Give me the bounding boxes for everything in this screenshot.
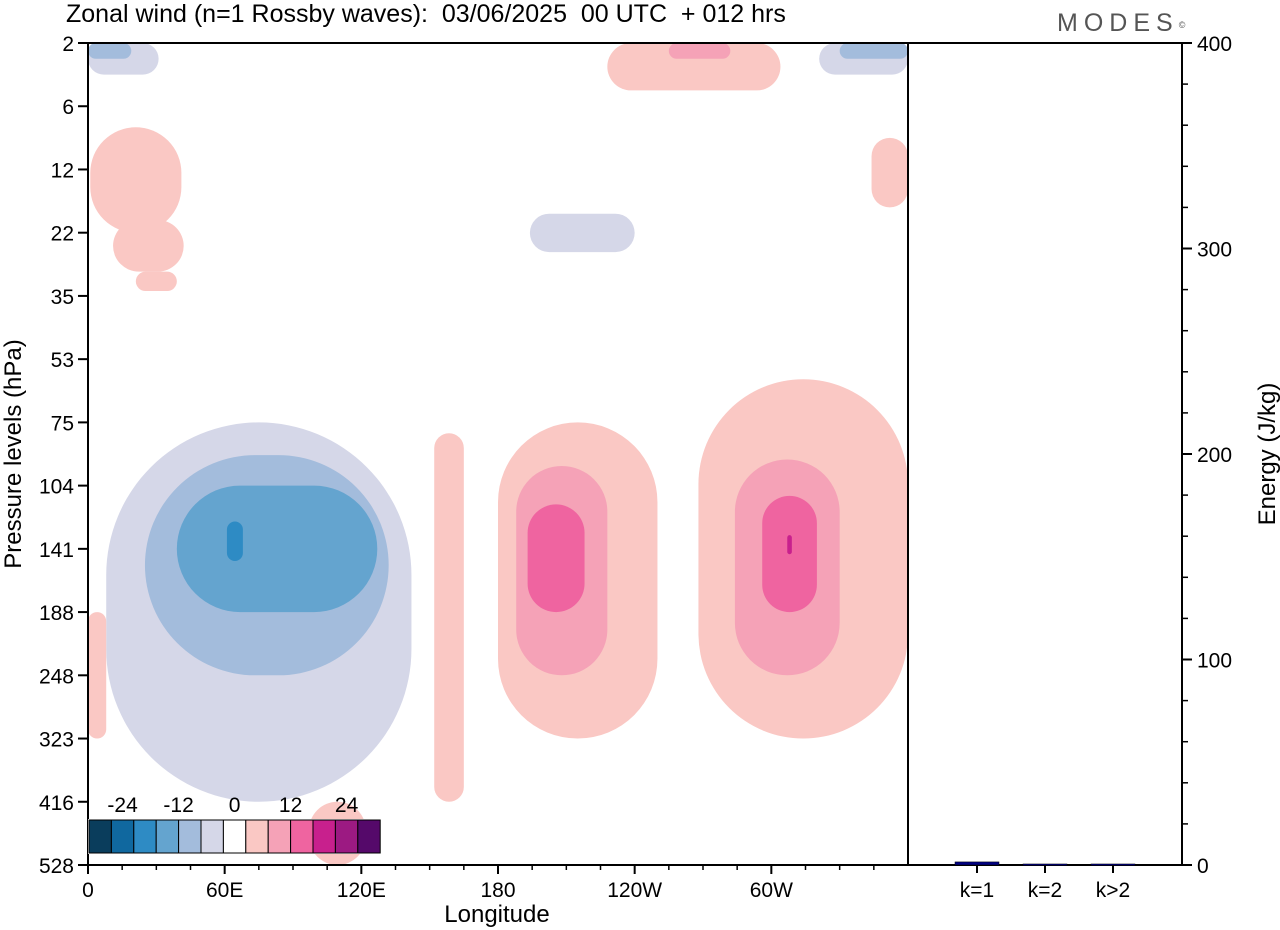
contour-region-positive-10: [787, 535, 792, 555]
energy-tick-label: 200: [1197, 444, 1232, 467]
energy-tick-label: 400: [1197, 33, 1232, 56]
energy-bars: k=1 k=2 k>2: [954, 861, 1136, 902]
colorbar-cell: [222, 819, 247, 854]
y-tick-label: 35: [51, 286, 74, 309]
colorbar-cell: [88, 819, 112, 854]
colorbar-cell: [200, 819, 224, 854]
contour-fill-layer: [88, 43, 908, 865]
x-tick-label: 60E: [206, 879, 243, 902]
modes-logo: MODES©: [1057, 9, 1185, 37]
y-tick-label: 528: [39, 855, 74, 878]
colorbar-label: 12: [279, 794, 302, 817]
contour-region-positive-15: [88, 612, 107, 739]
colorbar-cell: [245, 819, 269, 854]
colorbar-cell: [357, 819, 381, 854]
energy-plot-frame: [907, 42, 1183, 866]
y-axis-title: Pressure levels (hPa): [0, 339, 27, 568]
energy-tick-label: 0: [1197, 855, 1209, 878]
contour-region-negative-24: [839, 43, 908, 59]
colorbar-label: 0: [229, 794, 241, 817]
copyright-mark: ©: [1178, 20, 1186, 30]
colorbar-cell: [133, 819, 157, 854]
y-tick-label: 323: [39, 729, 74, 752]
colorbar-cell: [334, 819, 359, 854]
colorbar-cell: [267, 819, 292, 854]
longitude-axis: 0 60E 120E 180 120W 60W: [82, 865, 875, 902]
x-tick-label: 180: [480, 879, 515, 902]
y-tick-label: 104: [39, 476, 74, 499]
chart-title: Zonal wind (n=1 Rossby waves): 03/06/202…: [66, 0, 786, 28]
x-tick-label: 0: [82, 879, 94, 902]
y-tick-label: 141: [39, 539, 74, 562]
contour-region-positive-16: [607, 43, 781, 91]
energy-category-label: k=2: [1028, 879, 1062, 902]
energy-category-label: k=1: [960, 879, 994, 902]
colorbar-label: -12: [163, 794, 193, 817]
contour-region-positive-17: [668, 43, 731, 59]
energy-tick-label: 300: [1197, 239, 1232, 262]
colorbar-cell: [110, 819, 135, 854]
colorbar-cell: [290, 819, 314, 854]
y-tick-label: 2: [62, 33, 74, 56]
contour-region-positive-6: [527, 504, 585, 613]
contour-region-negative-22: [88, 43, 132, 59]
y-tick-label: 12: [51, 159, 74, 182]
contour-region-positive-12: [90, 127, 182, 233]
y-tick-label: 188: [39, 602, 74, 625]
y-tick-label: 248: [39, 665, 74, 688]
energy-axis-title: Energy (J/kg): [1254, 383, 1280, 526]
pressure-axis: 2 6 12 22 35 53 75 104 141 188 248 323 416 528: [39, 33, 88, 878]
colorbar: -24 -12 0 12 24: [88, 794, 382, 854]
y-tick-label: 6: [62, 96, 74, 119]
y-tick-label: 75: [51, 412, 74, 435]
contour-region-positive-11: [434, 433, 464, 802]
energy-axis: 0 100 200 300 400: [1182, 33, 1232, 878]
x-tick-label: 60W: [750, 879, 793, 902]
colorbar-label: -24: [107, 794, 138, 817]
y-tick-label: 22: [51, 223, 74, 246]
contour-region-negative-2: [176, 485, 378, 613]
logo-text: MODES: [1057, 9, 1179, 37]
x-tick-label: 120E: [337, 879, 386, 902]
energy-bar-1: [954, 861, 1000, 866]
contour-region-positive-13: [113, 220, 184, 272]
y-tick-label: 416: [39, 792, 74, 815]
colorbar-cell: [178, 819, 202, 854]
x-tick-label: 120W: [607, 879, 662, 902]
contour-region-positive-18: [871, 137, 908, 208]
colorbar-cell: [312, 819, 336, 854]
contour-region-positive-14: [135, 271, 177, 292]
energy-tick-label: 100: [1197, 650, 1232, 673]
contour-region-negative-20: [529, 213, 635, 253]
y-tick-label: 53: [51, 349, 74, 372]
x-axis-title: Longitude: [444, 901, 549, 928]
colorbar-label: 24: [335, 794, 359, 817]
energy-category-label: k>2: [1096, 879, 1130, 902]
contour-region-negative-3: [226, 521, 243, 561]
colorbar-cell: [155, 819, 180, 854]
